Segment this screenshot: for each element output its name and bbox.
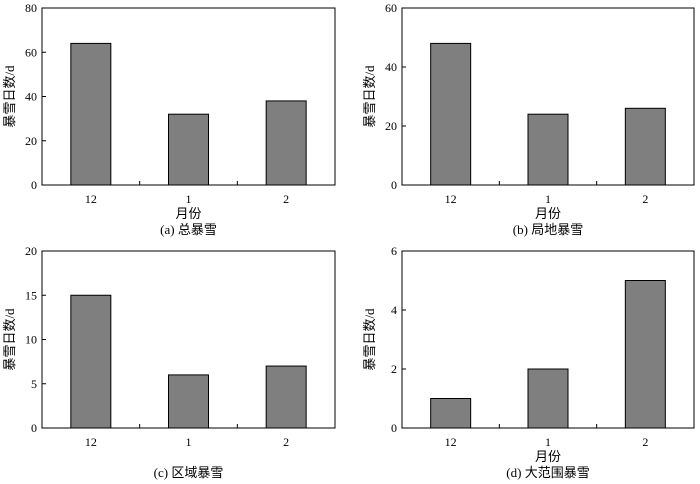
y-tick-label: 4	[391, 303, 397, 317]
x-tick-label: 1	[545, 435, 551, 449]
x-tick-label: 2	[642, 435, 648, 449]
y-tick-label: 0	[31, 178, 37, 192]
y-tick-label: 15	[25, 288, 37, 302]
bar-12	[430, 398, 472, 429]
y-tick-label: 10	[25, 333, 37, 347]
y-tick-label: 0	[391, 178, 397, 192]
y-tick-label: 20	[25, 134, 37, 148]
y-tick-label: 6	[391, 244, 397, 258]
x-tick-label: 12	[445, 435, 457, 449]
panel-caption: (b) 局地暴雪	[513, 222, 583, 237]
y-tick-label: 60	[25, 45, 37, 59]
y-axis-title: 暴雪日数/d	[362, 308, 377, 371]
bar-2	[265, 365, 307, 429]
x-tick-label: 2	[283, 192, 289, 206]
plot-frame	[401, 250, 695, 429]
panel-caption: (a) 总暴雪	[160, 222, 217, 237]
panel-caption: (d) 大范围暴雪	[506, 465, 589, 480]
bar-1	[168, 374, 209, 429]
y-axis-title: 暴雪日数/d	[362, 65, 377, 128]
y-tick-label: 2	[391, 362, 397, 376]
x-axis-title: 月份	[175, 206, 201, 221]
bar-2	[624, 107, 666, 186]
x-tick-label: 2	[642, 192, 648, 206]
plot-frame	[401, 7, 695, 186]
x-axis-title: 月份	[535, 449, 561, 464]
bar-12	[70, 294, 112, 429]
y-axis-title: 暴雪日数/d	[2, 308, 17, 371]
x-tick-label: 1	[545, 192, 551, 206]
y-tick-label: 40	[25, 90, 37, 104]
x-tick-label: 2	[283, 435, 289, 449]
y-tick-label: 0	[391, 421, 397, 435]
bar-12	[70, 42, 112, 186]
bar-1	[168, 113, 209, 186]
y-tick-label: 60	[385, 1, 397, 15]
x-axis-title: 月份	[535, 206, 561, 221]
y-tick-label: 0	[31, 421, 37, 435]
x-tick-label: 1	[186, 192, 192, 206]
bar-1	[527, 113, 569, 186]
x-tick-label: 12	[445, 192, 457, 206]
bar-1	[527, 368, 569, 429]
y-axis-title: 暴雪日数/d	[2, 65, 17, 128]
y-tick-label: 5	[31, 377, 37, 391]
x-tick-label: 12	[85, 192, 97, 206]
y-tick-label: 40	[385, 60, 397, 74]
x-tick-label: 12	[85, 435, 97, 449]
x-tick-label: 1	[186, 435, 192, 449]
bar-12	[430, 42, 472, 186]
y-tick-label: 20	[25, 244, 37, 258]
y-tick-label: 80	[25, 1, 37, 15]
bar-2	[265, 100, 307, 186]
panel-caption: (c) 区域暴雪	[154, 465, 224, 480]
y-tick-label: 20	[385, 119, 397, 133]
bar-2	[624, 280, 666, 429]
